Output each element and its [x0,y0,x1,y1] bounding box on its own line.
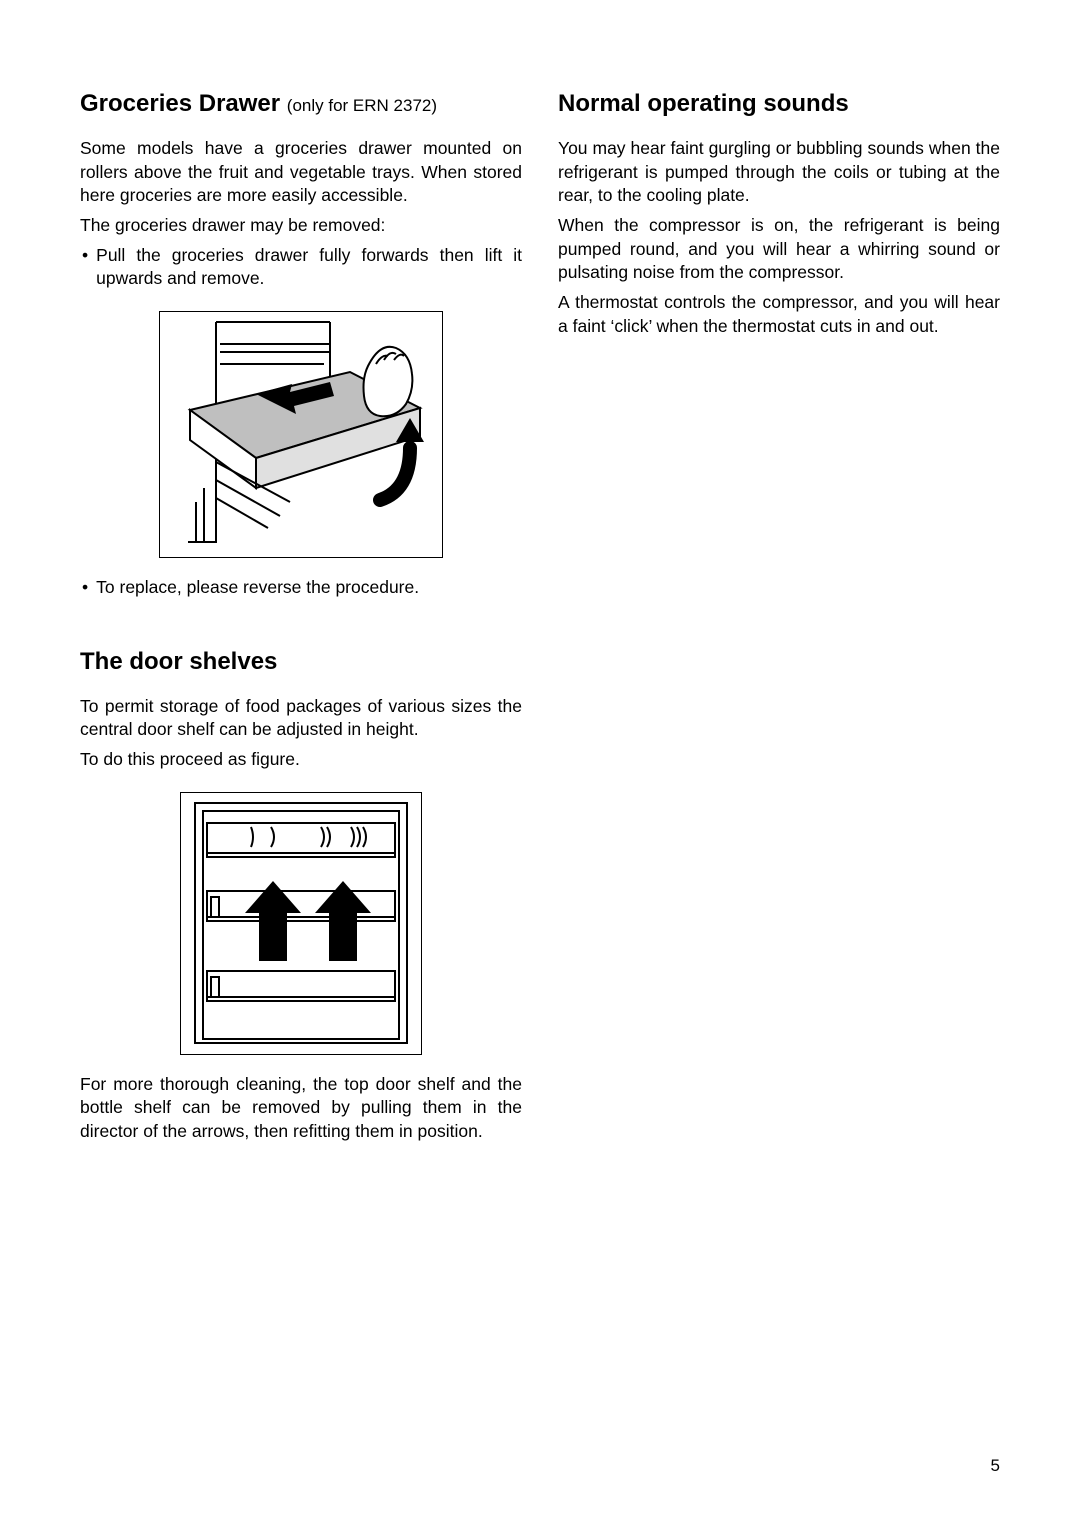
groceries-bullet-1-text: Pull the groceries drawer fully forwards… [96,244,522,291]
page-content: Groceries Drawer (only for ERN 2372) Som… [0,0,1080,1200]
groceries-figure [159,311,443,558]
bullet-icon: • [80,244,88,291]
right-column: Normal operating sounds You may hear fai… [558,88,1000,1150]
groceries-heading: Groceries Drawer (only for ERN 2372) [80,88,522,119]
door-shelves-illustration-icon [181,793,421,1049]
sounds-para-3: A thermostat controls the compressor, an… [558,291,1000,338]
drawer-illustration-icon [160,312,442,552]
sounds-heading: Normal operating sounds [558,88,1000,119]
groceries-bullet-2-text: To replace, please reverse the procedure… [96,576,522,600]
door-figure [180,792,422,1055]
door-para-2: To do this proceed as figure. [80,748,522,772]
door-figure-wrap [80,792,522,1055]
sounds-para-1: You may hear faint gurgling or bubbling … [558,137,1000,208]
groceries-bullet-2: • To replace, please reverse the procedu… [80,576,522,600]
door-para-3: For more thorough cleaning, the top door… [80,1073,522,1144]
groceries-bullet-1: • Pull the groceries drawer fully forwar… [80,244,522,291]
groceries-figure-wrap [80,311,522,558]
sounds-para-2: When the compressor is on, the refrigera… [558,214,1000,285]
section-gap [80,606,522,646]
groceries-para-1: Some models have a groceries drawer moun… [80,137,522,208]
bullet-icon: • [80,576,88,600]
groceries-heading-text: Groceries Drawer [80,90,280,117]
door-heading: The door shelves [80,646,522,677]
door-para-1: To permit storage of food packages of va… [80,695,522,742]
groceries-para-2: The groceries drawer may be removed: [80,214,522,238]
page-number: 5 [991,1456,1000,1476]
groceries-subnote: (only for ERN 2372) [287,96,437,115]
left-column: Groceries Drawer (only for ERN 2372) Som… [80,88,522,1150]
